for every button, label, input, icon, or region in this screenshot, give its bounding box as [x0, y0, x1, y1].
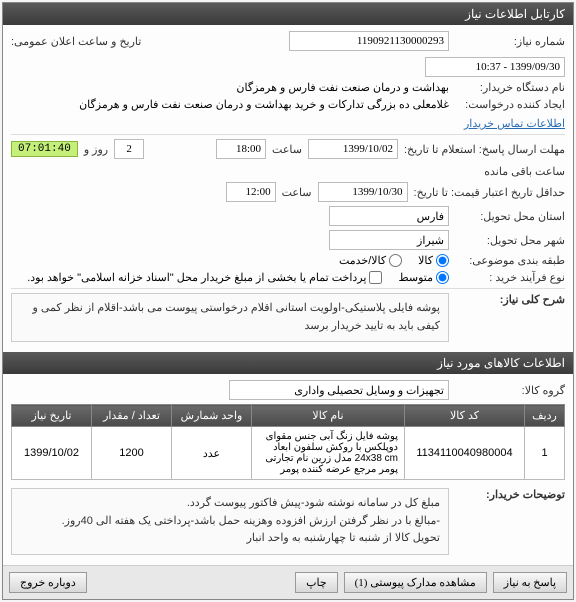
opt-khadamat-label: کالا/خدمت — [339, 254, 386, 267]
budget-label: طبقه بندی موضوعی: — [455, 254, 565, 267]
desc-text: پوشه فایلی پلاستیکی-اولویت استانی اقلام … — [11, 293, 449, 342]
announce-label: تاریخ و ساعت اعلان عمومی: — [11, 35, 141, 48]
cell-date: 1399/10/02 — [12, 427, 92, 480]
th-unit: واحد شمارش — [172, 405, 252, 427]
th-date: تاریخ نیاز — [12, 405, 92, 427]
table-row[interactable]: 1 1134110040980004 پوشه فایل زنگ آبی جنس… — [12, 427, 565, 480]
city-field[interactable] — [329, 230, 449, 250]
th-name: نام کالا — [252, 405, 405, 427]
opt-kala-wrap[interactable]: کالا — [418, 254, 449, 267]
desc-label: شرح کلی نیاز: — [455, 293, 565, 306]
deadline-date-field[interactable] — [308, 139, 398, 159]
hour-label-1: ساعت — [272, 143, 302, 156]
group-field[interactable] — [229, 380, 449, 400]
city-label: شهر محل تحویل: — [455, 234, 565, 247]
province-field[interactable] — [329, 206, 449, 226]
buyer-notes-text: مبلغ کل در سامانه نوشته شود-پیش فاکتور پ… — [11, 488, 449, 555]
validity-date-field[interactable] — [318, 182, 408, 202]
deadline-hour-field[interactable] — [216, 139, 266, 159]
th-code: کد کالا — [405, 405, 525, 427]
opt-small-radio[interactable] — [436, 271, 449, 284]
countdown-timer: 07:01:40 — [11, 141, 78, 157]
opt-kala-radio[interactable] — [436, 254, 449, 267]
need-no-label: شماره نیاز: — [455, 35, 565, 48]
items-panel-title: اطلاعات کالاهای مورد نیاز — [3, 352, 573, 374]
days-label: روز و — [84, 143, 108, 156]
print-button[interactable]: چاپ — [295, 572, 338, 593]
opt-small-label: متوسط — [398, 271, 433, 284]
cell-unit: عدد — [172, 427, 252, 480]
cell-row: 1 — [525, 427, 565, 480]
panel-title: کارتابل اطلاعات نیاز — [3, 3, 573, 25]
buyer-org-label: نام دستگاه خریدار: — [455, 81, 565, 94]
items-table: ردیف کد کالا نام کالا واحد شمارش تعداد /… — [11, 404, 565, 480]
province-label: استان محل تحویل: — [455, 210, 565, 223]
opt-khadamat-wrap[interactable]: کالا/خدمت — [339, 254, 402, 267]
process-note-text: پرداخت تمام یا بخشی از مبلغ خریدار محل "… — [27, 271, 366, 284]
main-panel: کارتابل اطلاعات نیاز شماره نیاز: تاریخ و… — [2, 2, 574, 600]
attachments-button[interactable]: مشاهده مدارک پیوستی (1) — [344, 572, 487, 593]
remaining-label: ساعت باقی مانده — [484, 165, 565, 178]
cell-qty: 1200 — [92, 427, 172, 480]
validity-hour-field[interactable] — [226, 182, 276, 202]
announce-field[interactable] — [425, 57, 565, 77]
creator-value: غلامعلی ده بزرگی تدارکات و خرید بهداشت و… — [79, 98, 449, 111]
contact-link[interactable]: اطلاعات تماس خریدار — [464, 117, 565, 130]
th-qty: تعداد / مقدار — [92, 405, 172, 427]
th-row: ردیف — [525, 405, 565, 427]
opt-small-wrap[interactable]: متوسط — [398, 271, 449, 284]
refresh-button[interactable]: دوباره خروج — [9, 572, 87, 593]
process-note-check[interactable] — [369, 271, 382, 284]
buyer-notes-label: توضیحات خریدار: — [455, 488, 565, 501]
need-no-field[interactable] — [289, 31, 449, 51]
validity-label: حداقل تاریخ اعتبار قیمت: تا تاریخ: — [414, 186, 565, 199]
footer-buttons: پاسخ به نیاز مشاهده مدارک پیوستی (1) چاپ… — [3, 565, 573, 599]
process-note-wrap: پرداخت تمام یا بخشی از مبلغ خریدار محل "… — [27, 271, 382, 284]
process-label: نوع فرآیند خرید : — [455, 271, 565, 284]
opt-khadamat-radio[interactable] — [389, 254, 402, 267]
days-field[interactable] — [114, 139, 144, 159]
table-header-row: ردیف کد کالا نام کالا واحد شمارش تعداد /… — [12, 405, 565, 427]
reply-button[interactable]: پاسخ به نیاز — [493, 572, 567, 593]
group-label: گروه کالا: — [455, 384, 565, 397]
cell-code: 1134110040980004 — [405, 427, 525, 480]
hour-label-2: ساعت — [282, 186, 312, 199]
deadline-label: مهلت ارسال پاسخ: استعلام تا تاریخ: — [404, 143, 565, 156]
opt-kala-label: کالا — [418, 254, 433, 267]
creator-label: ایجاد کننده درخواست: — [455, 98, 565, 111]
form-area: شماره نیاز: تاریخ و ساعت اعلان عمومی: نا… — [3, 25, 573, 352]
buyer-org-value: بهداشت و درمان صنعت نفت فارس و هرمزگان — [236, 81, 449, 94]
cell-name: پوشه فایل زنگ آبی جنس مقوای دوپلکس با رو… — [252, 427, 405, 480]
